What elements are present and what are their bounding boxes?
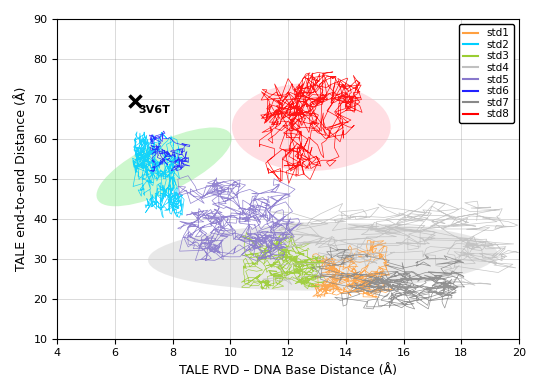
Ellipse shape — [148, 223, 498, 290]
Legend: std1, std2, std3, std4, std5, std6, std7, std8: std1, std2, std3, std4, std5, std6, std7… — [459, 24, 514, 123]
X-axis label: TALE RVD – DNA Base Distance (Å): TALE RVD – DNA Base Distance (Å) — [179, 364, 397, 377]
Ellipse shape — [232, 83, 391, 171]
Text: 3V6T: 3V6T — [138, 105, 170, 115]
Ellipse shape — [96, 127, 232, 206]
Y-axis label: TALE end-to-end Distance (Å): TALE end-to-end Distance (Å) — [15, 87, 28, 271]
